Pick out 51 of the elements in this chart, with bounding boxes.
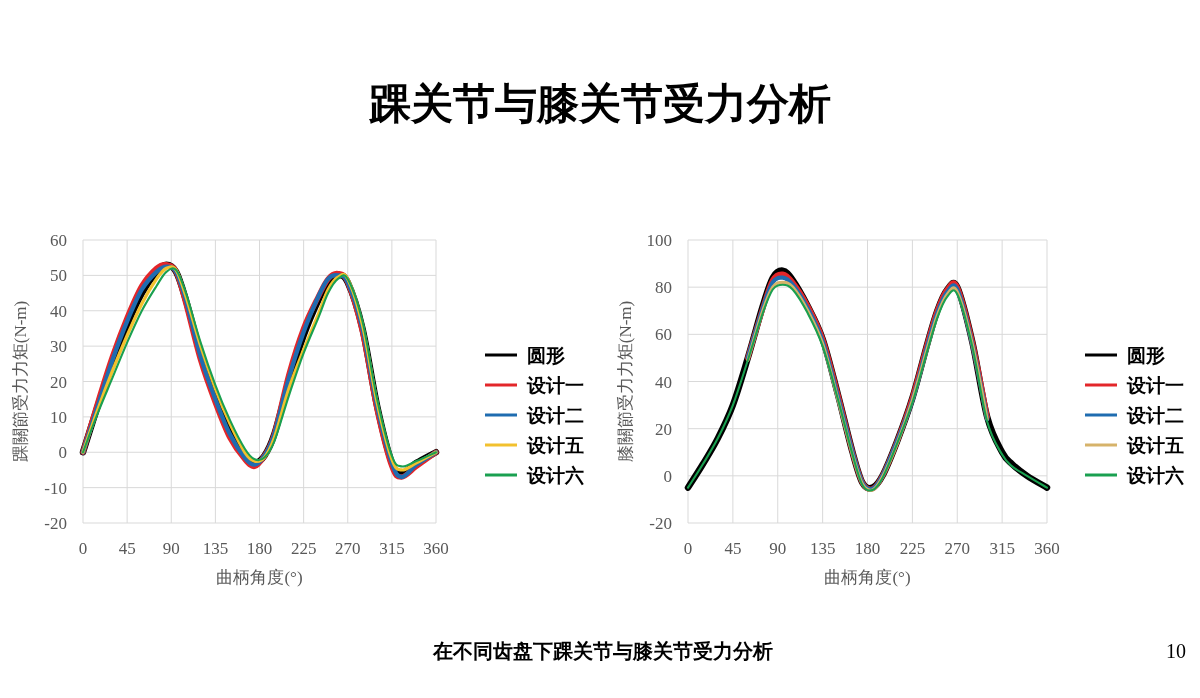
x-tick-label: 270 (944, 539, 970, 558)
x-tick-label: 0 (78, 539, 88, 558)
y-axis-title: 膝關節受力力矩(N-m) (616, 300, 635, 463)
legend-label: 设计二 (1126, 404, 1184, 426)
x-axis-title: 曲柄角度(°) (824, 568, 911, 587)
x-tick-label: 315 (379, 539, 405, 558)
y-tick-label: 20 (655, 419, 672, 439)
legend-label: 圆形 (1127, 344, 1165, 366)
x-tick-label: 180 (854, 539, 881, 558)
y-tick-label: 80 (655, 278, 672, 298)
x-tick-label: 270 (335, 539, 361, 558)
text: 踝关节与膝关节受力分析 (368, 79, 831, 128)
y-tick-label: -20 (44, 514, 67, 533)
x-tick-label: 90 (162, 539, 180, 558)
x-tick-label: 90 (769, 539, 787, 558)
legend-label: 设计六 (1126, 464, 1184, 486)
legend-label: 设计一 (526, 374, 584, 396)
y-tick-label: 60 (50, 231, 67, 250)
text: 在不同齿盘下踝关节与膝关节受力分析 (432, 639, 773, 663)
x-tick-label: 225 (290, 539, 317, 558)
legend-label: 设计五 (526, 434, 584, 456)
y-tick-label: -20 (649, 514, 672, 533)
y-tick-label: 40 (655, 372, 672, 392)
x-tick-label: 360 (423, 539, 449, 558)
x-tick-label: 45 (118, 539, 136, 558)
y-tick-label: 0 (663, 466, 672, 486)
legend-label: 设计二 (526, 404, 584, 426)
text: 10 (1166, 640, 1186, 662)
x-tick-label: 135 (202, 539, 229, 558)
y-axis-title: 踝關節受力力矩(N-m) (11, 300, 30, 463)
y-tick-label: 60 (655, 325, 672, 345)
y-tick-label: 20 (50, 372, 67, 392)
y-tick-label: 0 (58, 443, 67, 463)
legend-label: 设计五 (1126, 434, 1184, 456)
x-tick-label: 180 (246, 539, 273, 558)
y-tick-label: 50 (50, 266, 67, 286)
x-tick-label: 135 (809, 539, 836, 558)
x-tick-label: 315 (989, 539, 1015, 558)
x-tick-label: 225 (899, 539, 926, 558)
y-tick-label: 40 (50, 301, 67, 321)
legend-label: 设计一 (1126, 374, 1184, 396)
y-tick-label: -10 (44, 478, 67, 498)
legend-label: 圆形 (527, 344, 565, 366)
x-tick-label: 45 (724, 539, 742, 558)
x-tick-label: 0 (683, 539, 693, 558)
x-axis-title: 曲柄角度(°) (216, 568, 303, 587)
legend-label: 设计六 (526, 464, 584, 486)
y-tick-label: 100 (646, 231, 672, 250)
y-tick-label: 30 (50, 337, 67, 357)
y-tick-label: 10 (50, 407, 67, 427)
x-tick-label: 360 (1034, 539, 1060, 558)
